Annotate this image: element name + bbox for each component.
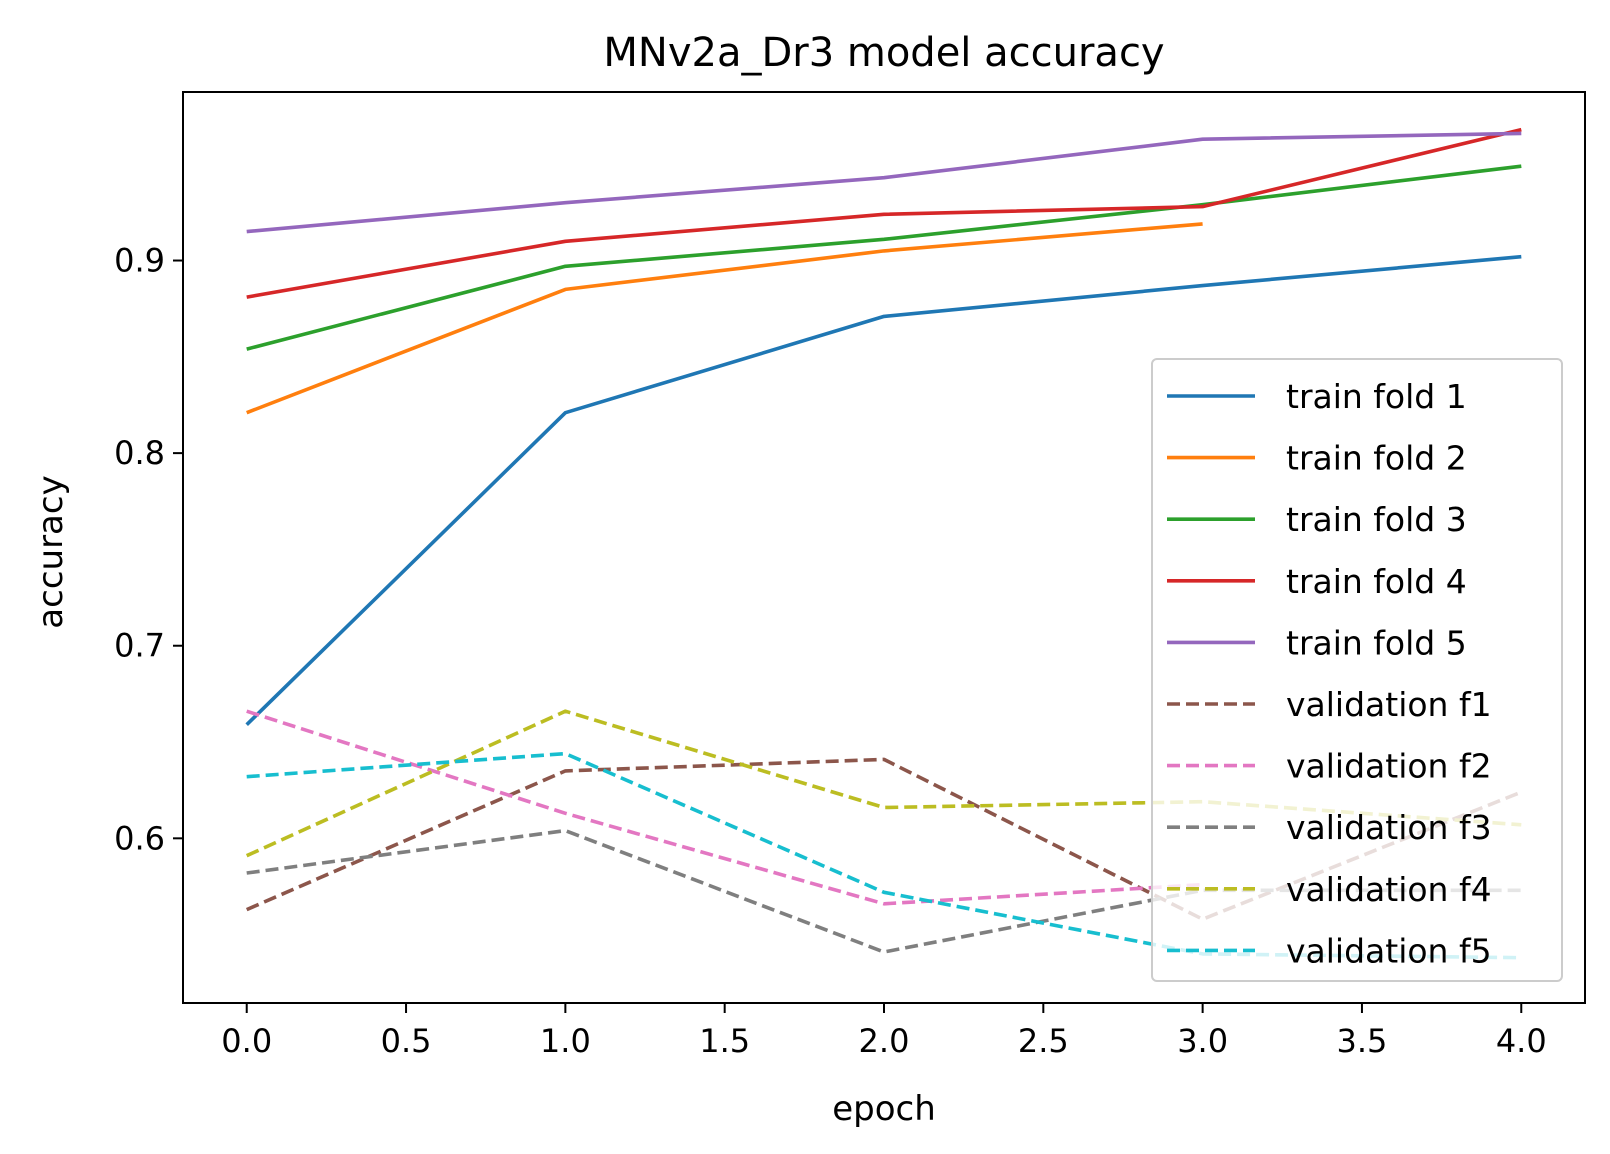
x-axis-ticks: 0.0 0.5 1.0 1.5 2.0 2.5 3.0 3.5 4.0	[221, 1003, 1547, 1060]
series-line-7	[246, 709, 1203, 906]
legend-label-2: train fold 2	[1286, 439, 1467, 478]
x-tick-label: 0.0	[221, 1022, 272, 1060]
x-tick-label: 1.0	[540, 1022, 591, 1060]
chart-title: MNv2a_Dr3 model accuracy	[603, 30, 1164, 76]
y-tick-label: 0.9	[114, 242, 165, 280]
legend-label-7: validation f2	[1286, 747, 1492, 786]
y-tick-label: 0.7	[114, 627, 165, 665]
plot-area	[182, 91, 1586, 1004]
legend-label-9: validation f4	[1286, 870, 1492, 909]
legend-label-6: validation f1	[1286, 685, 1492, 724]
legend-label-4: train fold 4	[1286, 562, 1467, 601]
y-tick-label: 0.8	[114, 434, 165, 472]
x-tick-label: 2.0	[859, 1022, 910, 1060]
series-line-3	[246, 164, 1522, 351]
x-axis-label: epoch	[832, 1089, 936, 1129]
x-tick-label: 1.5	[699, 1022, 750, 1060]
x-tick-label: 4.0	[1496, 1022, 1547, 1060]
legend-label-8: validation f3	[1286, 808, 1492, 847]
legend: train fold 1 train fold 2 train fold 3 trai…	[1151, 358, 1563, 982]
series-line-6	[245, 757, 1522, 921]
x-tick-label: 0.5	[381, 1022, 432, 1060]
legend-label-3: train fold 3	[1286, 500, 1467, 539]
series-line-2	[246, 222, 1203, 415]
x-tick-label: 3.5	[1337, 1022, 1388, 1060]
y-axis-label: accuracy	[31, 475, 71, 628]
series-line-10	[246, 751, 1522, 960]
series-line-1	[245, 254, 1522, 726]
x-tick-label: 2.5	[1018, 1022, 1069, 1060]
legend-label-5: train fold 5	[1286, 623, 1467, 662]
legend-label-10: validation f5	[1286, 931, 1492, 970]
legend-label-1: train fold 1	[1286, 377, 1467, 416]
y-axis-ticks: 0.6 0.7 0.8 0.9	[114, 242, 183, 857]
y-tick-label: 0.6	[114, 819, 165, 857]
series-line-5	[246, 131, 1522, 234]
series-line-4	[246, 127, 1522, 299]
x-tick-label: 3.0	[1177, 1022, 1228, 1060]
